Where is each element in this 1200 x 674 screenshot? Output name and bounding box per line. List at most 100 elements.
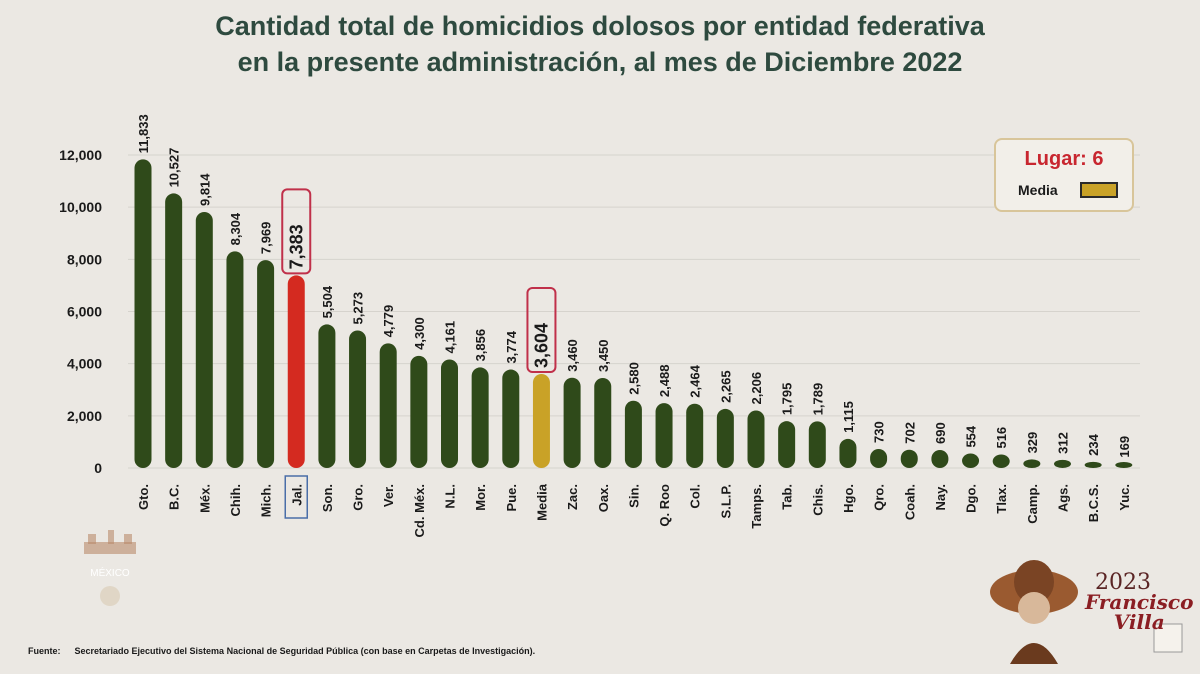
category-label: B.C.S. [1086, 484, 1101, 522]
bar-S.L.P. [716, 408, 734, 468]
category-label: Tamps. [749, 484, 764, 529]
y-tick-label: 2,000 [67, 408, 102, 424]
chart-title: Cantidad total de homicidios dolosos por… [0, 8, 1200, 80]
bar-Dgo. [962, 453, 980, 468]
value-label: 702 [902, 422, 917, 444]
y-tick-label: 10,000 [59, 199, 102, 215]
bar-Chis. [808, 421, 826, 468]
value-label: 10,527 [167, 148, 182, 188]
category-label: Cd. Méx. [412, 484, 427, 537]
source-text: Secretariado Ejecutivo del Sistema Nacio… [74, 646, 536, 656]
value-label: 7,383 [286, 224, 306, 269]
value-label: 2,265 [718, 370, 733, 403]
category-highlight-box [284, 475, 308, 519]
category-label: Gto. [136, 484, 151, 510]
chart-title-line-2: en la presente administración, al mes de… [237, 47, 963, 77]
bar-Gro. [349, 330, 367, 468]
bar-Tab. [778, 421, 796, 468]
bar-Oax. [594, 378, 612, 468]
bar-Yuc. [1115, 462, 1133, 468]
value-label: 169 [1117, 436, 1132, 458]
bar-Méx. [195, 212, 213, 468]
category-label: Coah. [902, 484, 917, 520]
highlight-box [281, 188, 312, 275]
category-label: Col. [688, 484, 703, 509]
category-label: Pue. [504, 484, 519, 511]
category-label: Yuc. [1117, 484, 1132, 511]
category-label: Tlax. [994, 484, 1009, 514]
chart-title-line-1: Cantidad total de homicidios dolosos por… [215, 11, 985, 41]
category-label: Méx. [197, 484, 212, 513]
bar-N.L. [441, 359, 458, 468]
value-label: 5,504 [320, 285, 335, 318]
value-label: 4,300 [412, 317, 427, 350]
y-tick-label: 4,000 [67, 356, 102, 372]
category-label: Hgo. [841, 484, 856, 513]
bar-Media [532, 373, 550, 468]
value-label: 554 [964, 425, 979, 447]
bar-Q. Roo [655, 403, 673, 468]
logo-year: 2023 [1095, 570, 1151, 595]
value-label: 1,789 [810, 383, 825, 416]
value-label: 690 [933, 422, 948, 444]
bar-Ags. [1054, 459, 1071, 468]
value-label: 4,161 [443, 321, 458, 354]
value-label: 1,115 [841, 401, 856, 433]
value-label: 8,304 [228, 212, 243, 245]
bar-B.C. [165, 193, 183, 468]
category-label: Oax. [596, 484, 611, 512]
value-label: 329 [1025, 432, 1040, 454]
francisco-villa-logo [988, 552, 1188, 664]
value-label: 234 [1086, 433, 1101, 455]
category-label: B.C. [167, 484, 182, 510]
bar-B.C.S. [1084, 461, 1102, 468]
category-label: Qro. [872, 484, 887, 511]
category-label: Chis. [810, 484, 825, 516]
category-label: Ags. [1056, 484, 1071, 512]
value-label: 3,460 [565, 339, 580, 372]
value-label: 11,833 [136, 114, 151, 153]
bar-Nay. [931, 450, 949, 468]
legend: Lugar: 6 Media [994, 138, 1134, 212]
value-label: 2,580 [626, 362, 641, 395]
bar-Gto. [134, 159, 152, 469]
value-label: 3,856 [473, 329, 488, 362]
y-tick-label: 6,000 [67, 304, 102, 320]
bar-Jal. [287, 275, 305, 468]
y-tick-label: 8,000 [67, 251, 102, 267]
legend-media-swatch [1080, 182, 1118, 198]
category-label: Dgo. [964, 484, 979, 513]
bar-Sin. [624, 400, 642, 468]
category-label: Camp. [1025, 484, 1040, 524]
value-label: 730 [872, 421, 887, 443]
legend-media-label: Media [1018, 182, 1058, 198]
bar-Pue. [502, 369, 520, 468]
category-label: N.L. [443, 484, 458, 509]
value-label: 1,795 [780, 383, 795, 416]
category-label: Jal. [289, 484, 304, 506]
bar-Son. [318, 324, 336, 468]
bar-Camp. [1023, 459, 1041, 468]
category-label: Ver. [381, 484, 396, 507]
category-label: Chih. [228, 484, 243, 517]
bar-Tamps. [747, 410, 765, 468]
svg-text:MÉXICO: MÉXICO [90, 566, 130, 579]
bar-Chih. [226, 251, 244, 468]
legend-rank: Lugar: 6 [1024, 148, 1104, 170]
bar-Hgo. [839, 438, 857, 468]
value-label: 3,450 [596, 339, 611, 372]
bar-Col. [686, 403, 704, 468]
bar-Mich. [257, 260, 275, 468]
category-label: Zac. [565, 484, 580, 510]
y-tick-label: 12,000 [59, 147, 102, 163]
value-label: 4,779 [381, 305, 396, 338]
bar-Cd. Méx. [410, 355, 428, 468]
value-label: 9,814 [197, 173, 212, 206]
value-label: 3,604 [531, 323, 551, 368]
category-label: Mor. [473, 484, 488, 511]
category-label: S.L.P. [718, 484, 733, 518]
bar-Mor. [471, 367, 489, 468]
category-label: Q. Roo [657, 484, 672, 527]
category-label: Son. [320, 484, 335, 512]
